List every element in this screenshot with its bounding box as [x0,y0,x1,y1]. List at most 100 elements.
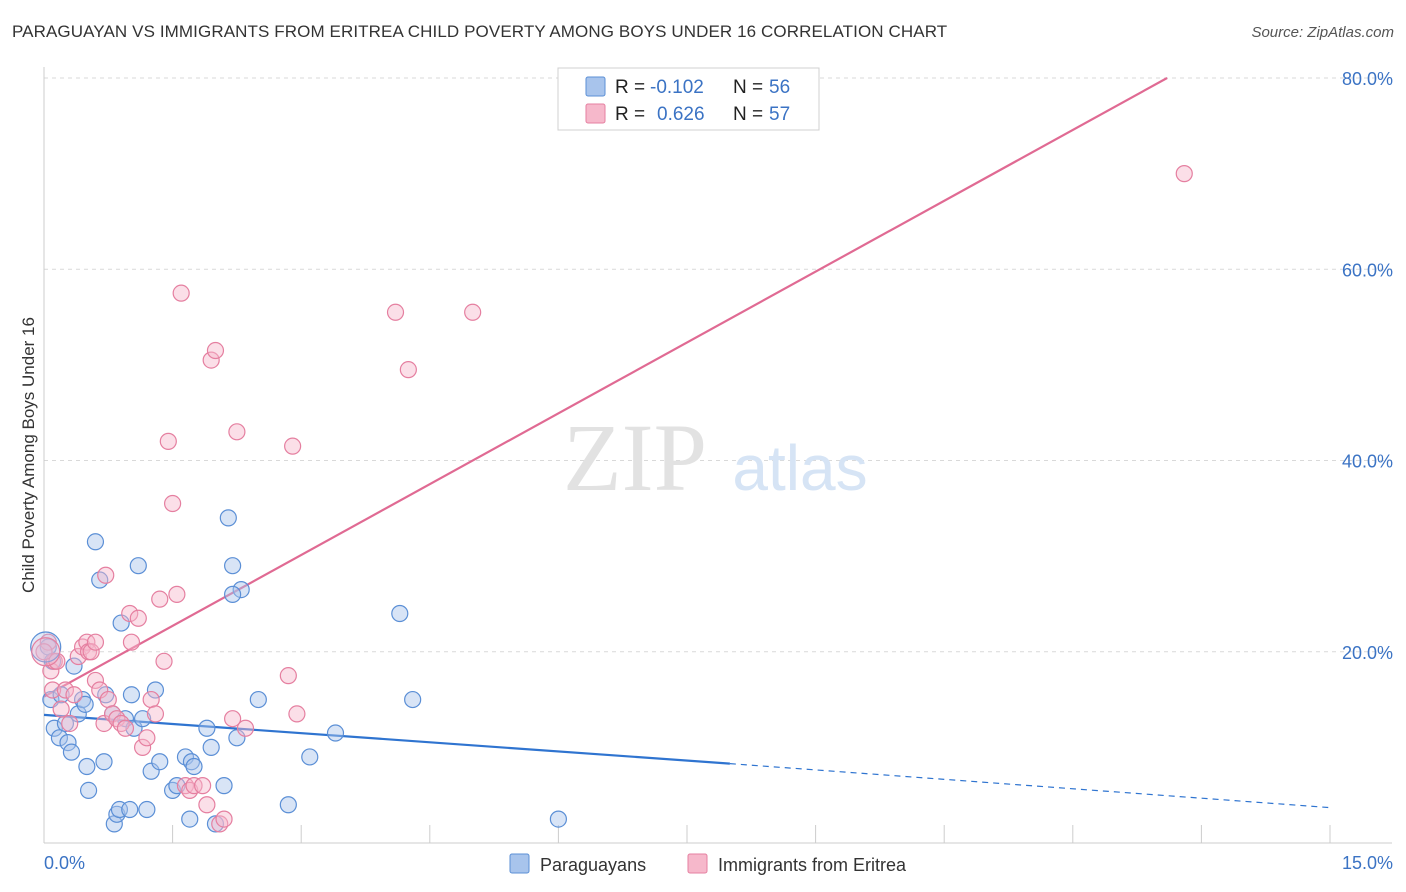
eritrea-point [159,432,177,450]
eritrea-point [43,681,62,699]
legend-label-eritrea: Immigrants from Eritrea [718,855,907,875]
eritrea-point [86,671,105,690]
paraguayans-point [129,557,147,575]
paraguayans-point [279,796,297,814]
paraguayans-point [133,710,152,728]
chart-title: PARAGUAYAN VS IMMIGRANTS FROM ERITREA CH… [12,22,948,41]
y-axis-label: Child Poverty Among Boys Under 16 [19,317,38,593]
eritrea-point [1175,165,1193,183]
eritrea-point [121,604,139,623]
paraguayans-point [112,614,130,632]
eritrea-point [288,705,306,723]
paraguayans-point [151,753,169,771]
paraguayans-point [78,757,96,776]
eritrea-point [228,423,246,441]
x-tick-label: 0.0% [44,853,85,873]
paraguayans-point [65,657,83,675]
paraguayans-point [224,585,242,603]
trend-lines [43,77,1331,809]
eritrea-point [168,585,186,603]
legend-swatch-eritrea [687,853,708,874]
paraguayans-point [326,724,345,742]
stats-legend-n-value: 57 [769,104,790,125]
eritrea-point [122,633,141,651]
eritrea-point [464,303,482,321]
eritrea-point [138,729,156,747]
paraguayans-point [391,604,409,623]
paraguayans-point [228,729,246,747]
eritrea-point [65,686,83,704]
eritrea-point [31,637,61,667]
eritrea-point [97,566,115,584]
y-tick-label: 60.0% [1342,260,1393,280]
paraguayans-point [232,580,250,599]
paraguayans-trend-extension [729,763,1331,809]
eritrea-point [164,494,182,513]
paraguayans-point [202,738,220,756]
eritrea-point [224,710,242,728]
paraguayans-point [301,748,319,766]
x-tick-labels: 0.0% 15.0% [44,853,1393,873]
paraguayans-point [121,800,139,819]
y-tick-label: 40.0% [1342,452,1393,472]
paraguayans-point [108,805,126,823]
eritrea-point [95,714,113,733]
eritrea-point [56,681,75,699]
stats-legend: R = -0.102 N = 56 R = 0.626 N = 57 [557,67,820,131]
watermark-atlas: atlas [732,432,867,504]
eritrea-point [198,796,216,814]
stats-legend-r-value: -0.102 [650,77,704,98]
paraguayans-point [76,695,94,713]
source-label: Source: ZipAtlas.com [1251,24,1394,41]
eritrea-point [91,681,109,699]
y-tick-label: 20.0% [1342,643,1393,663]
watermark-zip: ZIP [563,404,707,511]
paraguayans-point [146,681,165,699]
paraguayans-point [182,753,201,771]
eritrea-point [172,284,190,302]
eritrea-point [142,690,160,709]
paraguayans-point [73,690,92,709]
paraguayans-point [50,729,69,747]
paraguayans-point [45,719,63,737]
paraguayans-trend-line [43,713,730,765]
eritrea-point [116,719,135,737]
eritrea-point [61,714,79,733]
eritrea-point [399,361,417,379]
eritrea-point [99,690,117,709]
stats-legend-n-value: 56 [769,77,790,98]
eritrea-point [155,652,173,670]
eritrea-point [284,437,302,455]
paraguayans-point [181,810,199,828]
x-tick-label: 15.0% [1342,853,1393,873]
stats-legend-r-value: 0.626 [657,104,705,125]
eritrea-point [279,667,297,685]
data-points [30,165,1193,833]
y-tick-labels: 20.0% 40.0% 60.0% 80.0% [1342,69,1393,663]
stats-legend-n-label: N = [733,77,763,98]
eritrea-point [194,777,212,795]
y-tick-label: 80.0% [1342,69,1393,89]
series-legend: Paraguayans Immigrants from Eritrea [509,853,907,875]
paraguayans-point [62,743,81,761]
paraguayans-point [79,781,98,800]
paraguayans-point [206,815,225,833]
axes [43,67,1392,844]
eritrea-point [236,719,255,737]
eritrea-point [215,810,233,828]
eritrea-point [133,738,152,756]
paraguayans-point [122,686,141,704]
paraguayans-point [138,800,156,819]
stats-legend-r-label: R = [615,77,645,98]
paraguayans-point [219,509,237,527]
legend-label-paraguayans: Paraguayans [540,855,646,875]
eritrea-point [206,341,225,360]
eritrea-point [35,643,53,661]
eritrea-point [42,662,60,680]
paraguayans-point [86,533,105,551]
eritrea-point [386,303,405,321]
stats-legend-swatch-pink [585,103,606,124]
eritrea-point [129,609,147,627]
paraguayans-point [95,753,113,771]
